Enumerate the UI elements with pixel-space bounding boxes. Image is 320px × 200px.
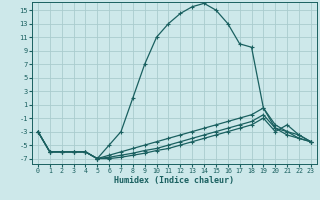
X-axis label: Humidex (Indice chaleur): Humidex (Indice chaleur) [115, 176, 234, 185]
